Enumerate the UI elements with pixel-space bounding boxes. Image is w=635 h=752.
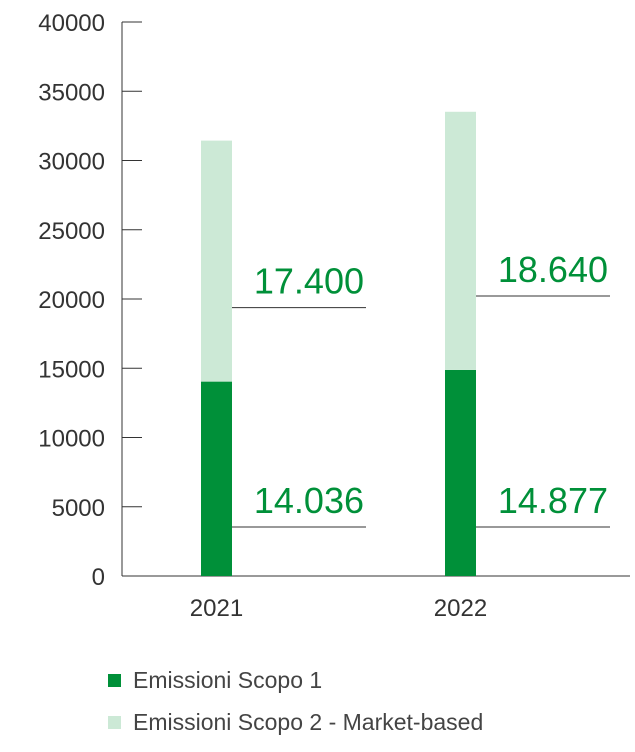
data-label: 14.877 — [498, 480, 608, 521]
bar-segment — [201, 140, 232, 382]
bar-segment — [201, 381, 232, 576]
x-tick-label: 2021 — [190, 595, 243, 622]
y-tick-label: 30000 — [38, 149, 105, 176]
y-tick-label: 20000 — [38, 287, 105, 314]
legend: Emissioni Scopo 1 Emissioni Scopo 2 - Ma… — [108, 666, 484, 752]
y-tick-label: 25000 — [38, 218, 105, 245]
y-tick-label: 10000 — [38, 426, 105, 453]
legend-label-scope2: Emissioni Scopo 2 - Market-based — [133, 708, 484, 735]
legend-swatch-scope1 — [108, 673, 121, 687]
y-tick-label: 35000 — [38, 79, 105, 106]
y-tick-label: 15000 — [38, 356, 105, 383]
x-tick-label: 2022 — [434, 595, 487, 622]
data-label: 14.036 — [254, 480, 364, 521]
bar-segment — [445, 369, 476, 576]
legend-item-scope2[interactable]: Emissioni Scopo 2 - Market-based — [108, 708, 484, 735]
data-label: 18.640 — [498, 249, 608, 290]
bars — [201, 111, 476, 576]
data-labels: 14.036 17.400 14.877 18.640 — [232, 249, 610, 528]
y-tick-label: 0 — [92, 564, 105, 591]
x-axis-labels: 2021 2022 — [190, 595, 487, 622]
legend-label-scope1: Emissioni Scopo 1 — [133, 666, 323, 693]
legend-swatch-scope2 — [108, 715, 121, 729]
y-tick-label: 5000 — [52, 495, 105, 522]
y-tick-label: 40000 — [38, 10, 105, 37]
legend-item-scope1[interactable]: Emissioni Scopo 1 — [108, 666, 483, 693]
data-label: 17.400 — [254, 261, 364, 302]
y-axis-ticks: 0 5000 10000 15000 20000 25000 30000 35000 40000 — [38, 10, 142, 591]
stacked-bar-chart: 0 5000 10000 15000 20000 25000 30000 35000 40000… — [38, 10, 630, 622]
bar-segment — [445, 111, 476, 370]
